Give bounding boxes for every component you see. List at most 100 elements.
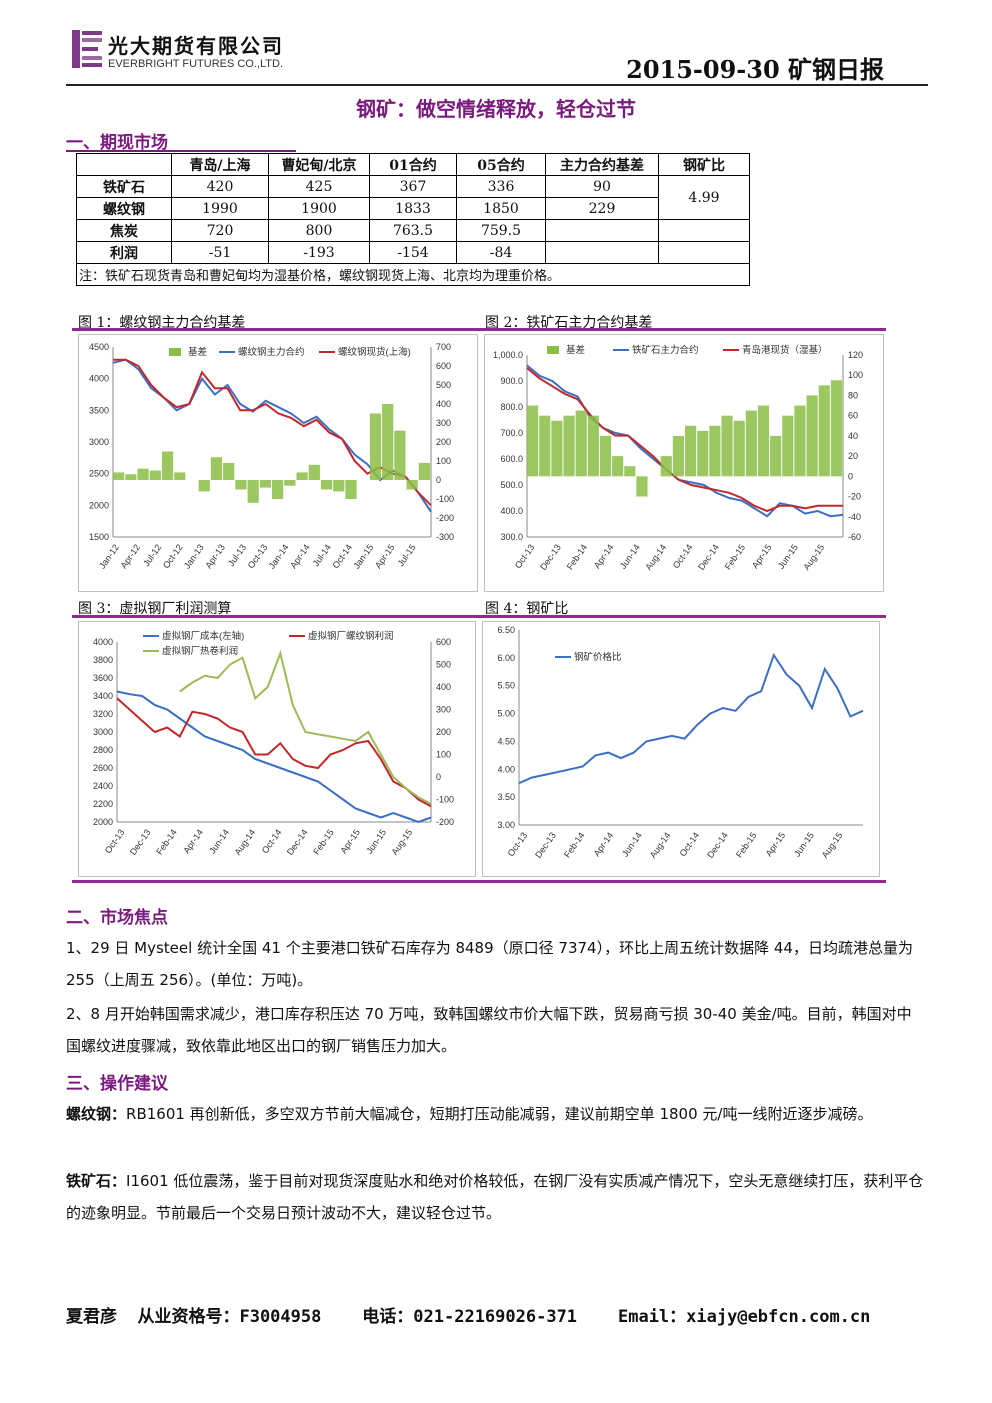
y-tick-label: 3800 xyxy=(93,655,113,665)
basis-bar xyxy=(210,457,223,480)
y-right-tick-label: 80 xyxy=(848,390,858,400)
table-cell: 759.5 xyxy=(456,219,546,242)
basis-bar xyxy=(636,476,648,497)
y-tick-label: 2500 xyxy=(89,469,109,479)
x-tick-label: Oct-14 xyxy=(260,827,284,855)
legend-label: 螺纹钢主力合约 xyxy=(238,346,305,358)
x-tick-label: Apr-15 xyxy=(750,542,774,570)
y-tick-label: 800.0 xyxy=(500,402,523,412)
y-right-tick-label: -200 xyxy=(436,513,454,523)
legend-swatch xyxy=(169,348,181,356)
x-tick-label: Oct-13 xyxy=(513,542,537,570)
basis-bar xyxy=(333,480,345,492)
company-logo xyxy=(70,28,104,70)
x-tick-label: Dec-13 xyxy=(538,542,563,572)
y-tick-label: 3600 xyxy=(93,673,113,683)
figure-2-label: 图 2：铁矿石主力合约基差 xyxy=(485,315,653,331)
basis-bar xyxy=(830,380,842,477)
series-line xyxy=(179,649,432,805)
row-label: 铁矿石 xyxy=(76,175,172,198)
x-tick-label: Jun-14 xyxy=(620,830,644,858)
section-title-focus: 二、市场焦点 xyxy=(66,908,168,928)
chart-1-frame: 4500 4000 3500 3000 2500 2000 1500 700 600 500 400… xyxy=(78,334,478,592)
section-title-advice: 三、操作建议 xyxy=(66,1074,168,1094)
advice-rebar-lead: 螺纹钢： xyxy=(66,1105,127,1123)
y-right-tick-label: -300 xyxy=(436,532,454,542)
basis-bar xyxy=(733,420,745,477)
basis-bar xyxy=(382,404,394,480)
y-tick-label: 3.00 xyxy=(497,820,515,830)
advice-ore-lead: 铁矿石： xyxy=(66,1172,127,1190)
row-label: 利润 xyxy=(76,241,172,264)
y-right-tick-label: 120 xyxy=(848,350,863,360)
y-tick-label: 5.00 xyxy=(497,709,515,719)
y-tick-label: 2600 xyxy=(93,763,113,773)
chart-3-frame: 4000 3800 3600 3400 3200 3000 2800 2600 2400 2200… xyxy=(78,621,476,877)
table-cell: 90 xyxy=(545,175,659,198)
basis-bar xyxy=(624,466,636,477)
basis-bar xyxy=(369,413,382,480)
table-cell xyxy=(545,219,659,242)
y-right-tick-label: 60 xyxy=(848,411,858,421)
basis-bar xyxy=(174,472,186,480)
y-tick-label: 3.50 xyxy=(497,792,515,802)
y-tick-label: 700.0 xyxy=(500,428,523,438)
table-cell: 229 xyxy=(545,197,659,220)
basis-bar xyxy=(685,425,697,477)
series-line xyxy=(518,652,864,785)
chart-4-frame: 6.50 6.00 5.50 5.00 4.50 4.00 3.50 3.00 Oct-13 De… xyxy=(482,621,880,877)
legend-label: 青岛港现货（湿基） xyxy=(742,344,828,356)
x-tick-label: Jan-13 xyxy=(182,542,206,570)
legend-label: 基差 xyxy=(188,346,207,358)
y-right-tick-label: 600 xyxy=(436,361,451,371)
basis-bar xyxy=(247,480,259,503)
focus-paragraph-2: 2、8 月开始韩国需求减少，港口库存积压达 70 万吨，致韩国螺纹市价大幅下跌，… xyxy=(66,1005,912,1055)
x-tick-label: Feb-14 xyxy=(154,827,179,856)
x-tick-label: Apr-15 xyxy=(338,827,362,855)
row-label: 螺纹钢 xyxy=(76,197,172,220)
x-tick-label: Feb-14 xyxy=(565,542,590,571)
y-tick-label: 600.0 xyxy=(500,454,523,464)
basis-bar xyxy=(235,480,247,490)
figure-1-label: 图 1：螺纹钢主力合约基差 xyxy=(78,315,246,331)
chart-2-frame: 1,000.0 900.0 800.0 700.0 600.0 500.0 400.0 300… xyxy=(484,334,884,592)
basis-bar xyxy=(296,472,308,480)
legend-label: 基差 xyxy=(566,344,585,356)
x-tick-label: Jun-14 xyxy=(618,542,642,570)
y-tick-label: 2000 xyxy=(93,817,113,827)
y-right-tick-label: 100 xyxy=(436,750,451,760)
x-tick-label: Apr-14 xyxy=(592,542,616,570)
x-tick-label: Jun-15 xyxy=(364,827,388,855)
y-right-tick-label: 700 xyxy=(436,342,451,352)
series-line xyxy=(526,367,843,513)
figure-4-label: 图 4：钢矿比 xyxy=(485,601,569,617)
basis-bar xyxy=(745,410,757,477)
y-right-tick-label: 500 xyxy=(436,380,451,390)
basis-bar xyxy=(794,405,806,477)
table-cell: 1990 xyxy=(171,197,269,220)
x-tick-label: Feb-15 xyxy=(311,827,336,856)
y-right-tick-label: 200 xyxy=(436,727,451,737)
chart-ore-basis: 1,000.0 900.0 800.0 700.0 600.0 500.0 400.0 300… xyxy=(493,344,863,572)
basis-bar xyxy=(345,480,357,499)
basis-bar xyxy=(757,405,770,477)
x-tick-label: Oct-14 xyxy=(331,542,355,570)
y-right-tick-label: 0 xyxy=(436,475,441,485)
y-tick-label: 1500 xyxy=(89,532,109,542)
x-tick-label: Aug-14 xyxy=(643,542,668,572)
legend-label: 钢矿价格比 xyxy=(574,651,622,663)
basis-bar xyxy=(198,480,210,492)
x-tick-label: Oct-14 xyxy=(678,830,702,858)
table-cell: 720 xyxy=(171,219,269,242)
table-row: 利润 -51 -193 -154 -84 xyxy=(76,241,750,264)
header-divider xyxy=(66,84,928,86)
ratio-cell: 4.99 xyxy=(658,175,750,220)
basis-bar xyxy=(527,405,539,477)
basis-bar xyxy=(320,480,333,490)
section-title-market: 一、期现市场 xyxy=(66,133,168,153)
basis-bar xyxy=(539,415,551,477)
basis-bar xyxy=(782,415,794,477)
x-tick-label: Jun-15 xyxy=(792,830,816,858)
y-right-tick-label: 500 xyxy=(436,660,451,670)
x-tick-label: Feb-15 xyxy=(734,830,759,859)
